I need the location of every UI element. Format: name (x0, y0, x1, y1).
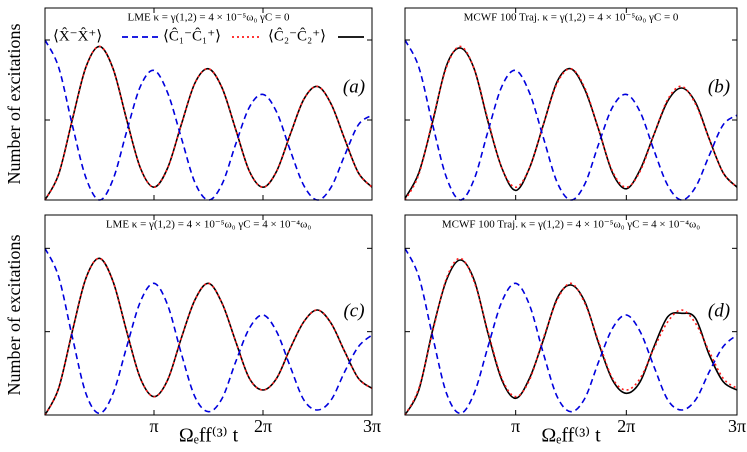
x-axis-label: Ωₑff⁽³⁾ t (541, 425, 601, 447)
x-axis-label: Ωₑff⁽³⁾ t (179, 425, 239, 447)
legend-label: ⟨Ĉ₁⁻Ĉ₁⁺⟩ (163, 27, 221, 44)
legend-label: ⟨X̂⁻X̂⁺⟩ (53, 28, 102, 45)
panel-title: LME κ = γ(1,2) = 4 × 10⁻⁵ω₀ γC = 0 (128, 12, 290, 24)
x-tick-label: 2π (617, 416, 635, 436)
panel-frame (404, 214, 738, 416)
series-line (44, 45, 373, 201)
series-line (44, 39, 373, 201)
panel-label: (a) (343, 76, 365, 97)
series-line (44, 257, 373, 416)
panel-label: (c) (343, 300, 364, 321)
y-axis-label: Number of excitations (4, 24, 24, 185)
panel-title: LME κ = γ(1,2) = 4 × 10⁻⁵ω₀ γC = 4 × 10⁻… (106, 219, 312, 231)
x-tick-label: π (149, 416, 158, 436)
panel-label: (b) (708, 76, 730, 97)
legend-label: ⟨Ĉ₂⁻Ĉ₂⁺⟩ (268, 27, 326, 44)
series-line (404, 247, 738, 415)
series-line (404, 257, 738, 416)
series-line (44, 257, 373, 416)
series-line (404, 47, 738, 199)
x-tick-label: π (511, 416, 520, 436)
panel-title: MCWF 100 Traj. κ = γ(1,2) = 4 × 10⁻⁵ω₀ γ… (464, 12, 679, 24)
panel-title: MCWF 100 Traj. κ = γ(1,2) = 4 × 10⁻⁵ω₀ γ… (442, 219, 700, 231)
series-line (404, 45, 738, 201)
y-axis-label: Number of excitations (4, 235, 24, 396)
panel-frame (44, 214, 373, 416)
series-line (44, 45, 373, 201)
x-tick-label: 2π (254, 416, 272, 436)
series-line (404, 39, 738, 201)
x-tick-label: 3π (363, 416, 381, 436)
series-line (44, 247, 373, 415)
panel-frame (404, 7, 738, 201)
panel-frame (44, 7, 373, 201)
series-line (404, 259, 738, 416)
x-tick-label: 3π (728, 416, 746, 436)
panel-label: (d) (708, 300, 730, 321)
